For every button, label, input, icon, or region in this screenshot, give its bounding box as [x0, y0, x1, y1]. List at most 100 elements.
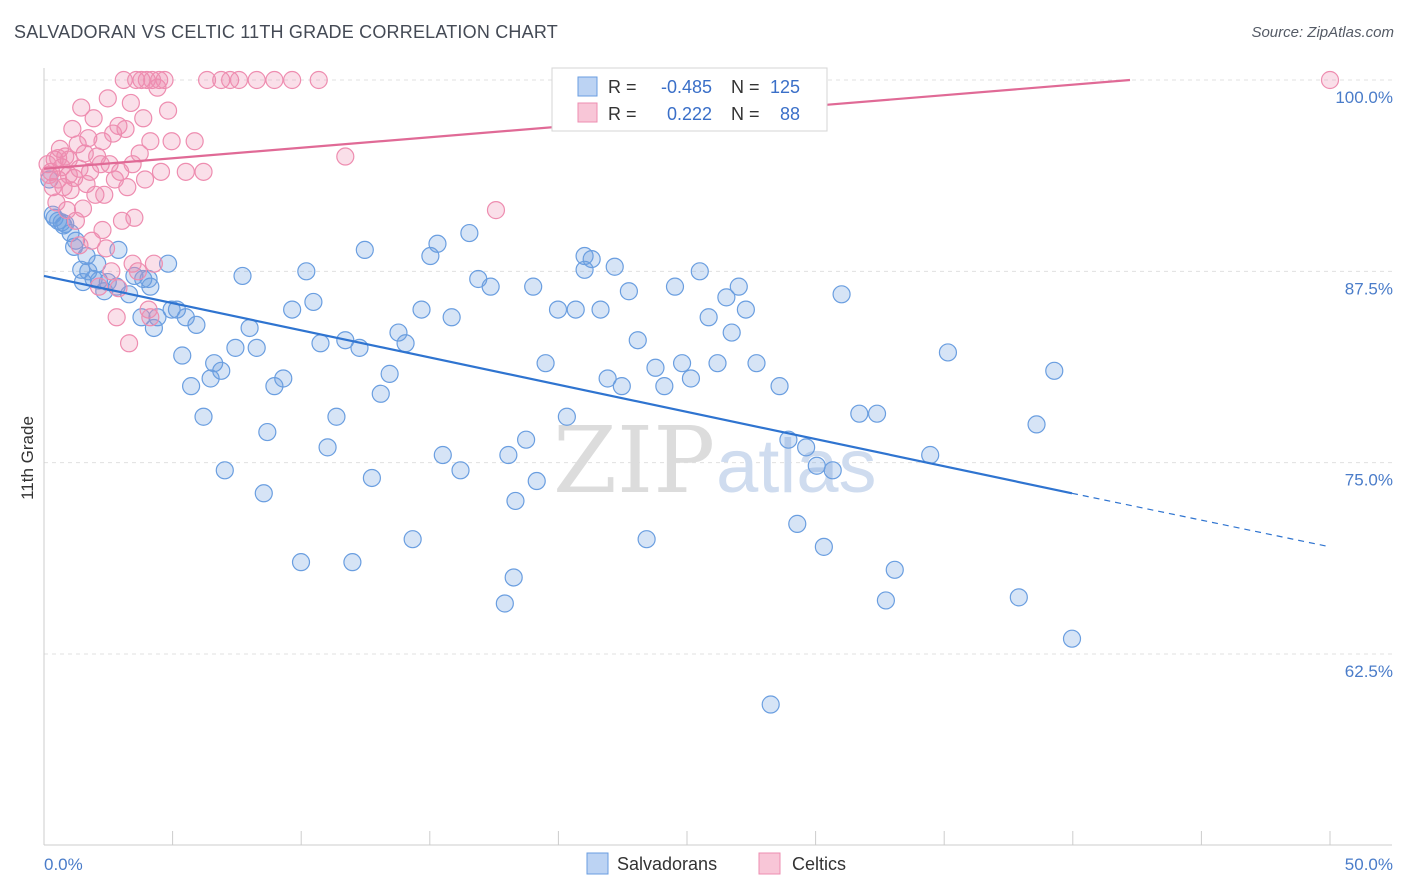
data-point	[162, 300, 181, 319]
data-point	[114, 70, 133, 90]
data-point	[72, 260, 91, 279]
data-point	[761, 695, 780, 714]
data-point	[107, 308, 126, 327]
x-tick-label: 50.0%	[1345, 855, 1393, 874]
data-point	[770, 377, 789, 396]
series-salvadorans	[40, 70, 1082, 714]
trend-line-salvadorans	[43, 274, 1073, 495]
legend-r-label-1: R =	[608, 104, 637, 124]
data-point	[102, 262, 121, 281]
data-point	[132, 70, 151, 90]
y-tick-label: 62.5%	[1345, 662, 1393, 681]
data-point	[187, 315, 206, 335]
data-point	[681, 369, 701, 388]
data-point	[119, 334, 139, 353]
data-point	[73, 199, 93, 218]
data-point	[389, 323, 408, 342]
data-point	[566, 300, 585, 319]
data-point	[283, 70, 302, 90]
data-point	[68, 135, 87, 154]
data-point	[1320, 70, 1340, 90]
data-point	[125, 208, 144, 227]
y-tick-label: 100.0%	[1335, 88, 1393, 107]
data-point	[938, 343, 958, 362]
data-point	[548, 300, 568, 319]
data-point	[343, 553, 362, 572]
data-point	[885, 560, 904, 579]
data-point	[205, 354, 224, 373]
data-point	[118, 178, 137, 197]
data-point	[254, 484, 273, 503]
data-point	[396, 334, 415, 353]
legend-n-label-0: N =	[731, 77, 760, 97]
data-point	[229, 70, 249, 90]
data-point	[123, 254, 142, 273]
data-point	[655, 377, 674, 396]
data-point	[134, 109, 153, 128]
data-point	[1062, 629, 1082, 648]
legend-r-label-0: R =	[608, 77, 637, 97]
data-point	[197, 70, 217, 90]
data-point	[233, 266, 252, 286]
data-point	[524, 277, 543, 296]
data-point	[486, 201, 506, 220]
data-point	[355, 240, 374, 260]
data-point	[141, 277, 160, 296]
data-point	[96, 239, 116, 258]
axes: 100.0% 87.5% 75.0% 62.5% 0.0% 50.0%	[43, 68, 1393, 874]
data-point	[672, 354, 692, 373]
data-point	[850, 404, 869, 423]
data-point	[40, 165, 59, 185]
data-point	[823, 461, 842, 480]
data-point	[536, 354, 555, 373]
data-point	[176, 162, 195, 181]
data-point	[506, 491, 525, 511]
data-point	[867, 404, 887, 423]
data-point	[98, 89, 117, 108]
data-point	[708, 354, 727, 373]
data-point	[779, 430, 798, 449]
data-point	[403, 530, 422, 549]
data-point	[504, 568, 523, 587]
data-point	[144, 318, 163, 338]
data-point	[876, 591, 895, 610]
data-point	[575, 246, 594, 266]
data-point	[304, 292, 323, 312]
legend-n-label-1: N =	[731, 104, 760, 124]
data-point	[665, 277, 685, 296]
data-point	[1027, 415, 1046, 434]
data-point	[182, 377, 201, 396]
data-point	[412, 300, 431, 319]
data-point	[605, 257, 624, 276]
data-point	[380, 364, 399, 383]
legend-n-value-1: 88	[780, 104, 800, 124]
data-point	[291, 553, 311, 572]
data-point	[481, 277, 500, 296]
bottom-legend-label-celtics: Celtics	[792, 854, 846, 874]
y-tick-label: 87.5%	[1345, 279, 1393, 298]
data-point	[729, 277, 748, 296]
data-point	[162, 132, 181, 151]
data-point	[141, 132, 160, 151]
data-point	[144, 254, 163, 273]
data-point	[495, 594, 514, 613]
data-point	[135, 170, 155, 189]
data-point	[123, 155, 142, 174]
bottom-legend-swatch-salvadorans	[586, 852, 609, 875]
data-point	[619, 282, 638, 301]
data-point	[185, 132, 204, 151]
data-point	[516, 430, 536, 449]
legend: R = -0.485 N = 125 R = 0.222 N = 88	[551, 67, 828, 132]
data-point	[637, 530, 656, 549]
data-point	[258, 422, 277, 442]
data-point	[699, 308, 718, 327]
data-point	[460, 223, 479, 243]
data-point	[557, 407, 576, 426]
data-point	[309, 70, 328, 90]
data-point	[832, 285, 851, 304]
data-point	[247, 70, 266, 90]
legend-swatch-celtics	[577, 102, 598, 123]
data-point	[736, 300, 755, 319]
data-point	[155, 70, 174, 90]
